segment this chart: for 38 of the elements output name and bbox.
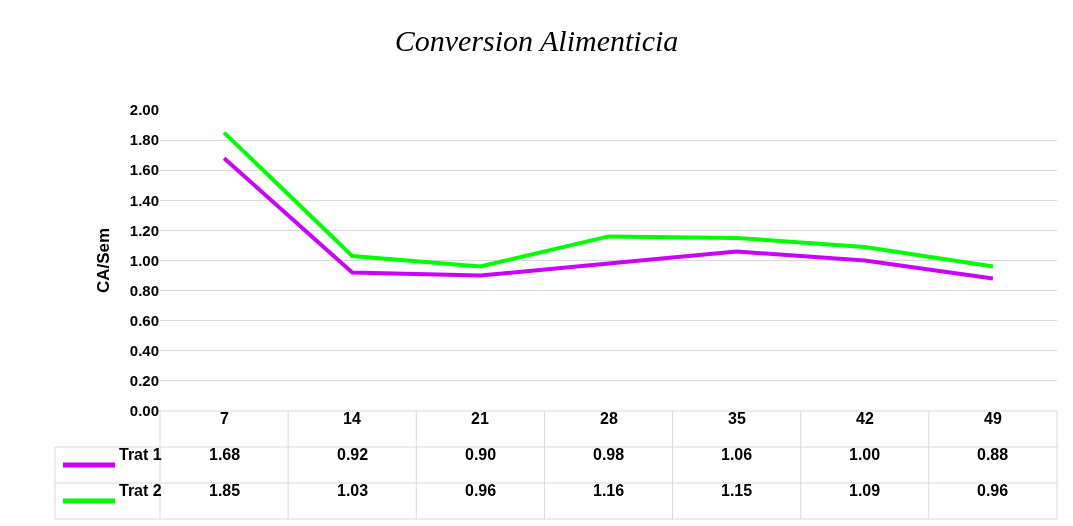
data-label: 1.03 (337, 482, 369, 499)
data-label: 1.68 (209, 446, 241, 463)
data-label: 0.92 (337, 446, 369, 463)
y-tick-label: 1.80 (129, 131, 159, 149)
x-tick-label: 35 (728, 410, 746, 427)
y-tick-label: 2.00 (129, 101, 159, 119)
x-tick-label: 14 (343, 410, 361, 427)
data-label: 0.96 (465, 482, 497, 499)
y-tick-label: 0.00 (129, 402, 159, 420)
data-label: 0.88 (977, 446, 1009, 463)
data-label: 1.00 (849, 446, 881, 463)
y-tick-label: 1.20 (129, 221, 159, 239)
x-tick-label: 49 (984, 410, 1002, 427)
data-label: 1.15 (721, 482, 753, 499)
data-label: 1.09 (849, 482, 881, 499)
legend-label: Trat 1 (119, 446, 162, 463)
data-label: 1.85 (209, 482, 241, 499)
x-tick-label: 42 (856, 410, 874, 427)
y-tick-label: 1.60 (129, 161, 159, 179)
y-tick-label: 0.60 (129, 311, 159, 329)
data-label: 0.96 (977, 482, 1009, 499)
y-tick-label: 0.80 (129, 281, 159, 299)
line-series (222, 130, 995, 269)
chart-title: Conversion Alimenticia (394, 23, 679, 57)
data-label: 1.06 (721, 446, 753, 463)
y-tick-label: 1.40 (129, 191, 159, 209)
line-series (222, 156, 995, 281)
x-tick-label: 21 (471, 410, 489, 427)
y-axis-title: CA/Sem (94, 227, 114, 294)
x-tick-label: 28 (600, 410, 618, 427)
data-label: 1.16 (593, 482, 625, 499)
data-label: 0.98 (593, 446, 625, 463)
y-tick-label: 0.40 (129, 342, 159, 360)
x-tick-label: 7 (220, 410, 229, 427)
y-tick-label: 0.20 (129, 372, 159, 390)
y-tick-label: 1.00 (129, 251, 159, 269)
legend-label: Trat 2 (119, 482, 162, 499)
data-label: 0.90 (465, 446, 497, 463)
